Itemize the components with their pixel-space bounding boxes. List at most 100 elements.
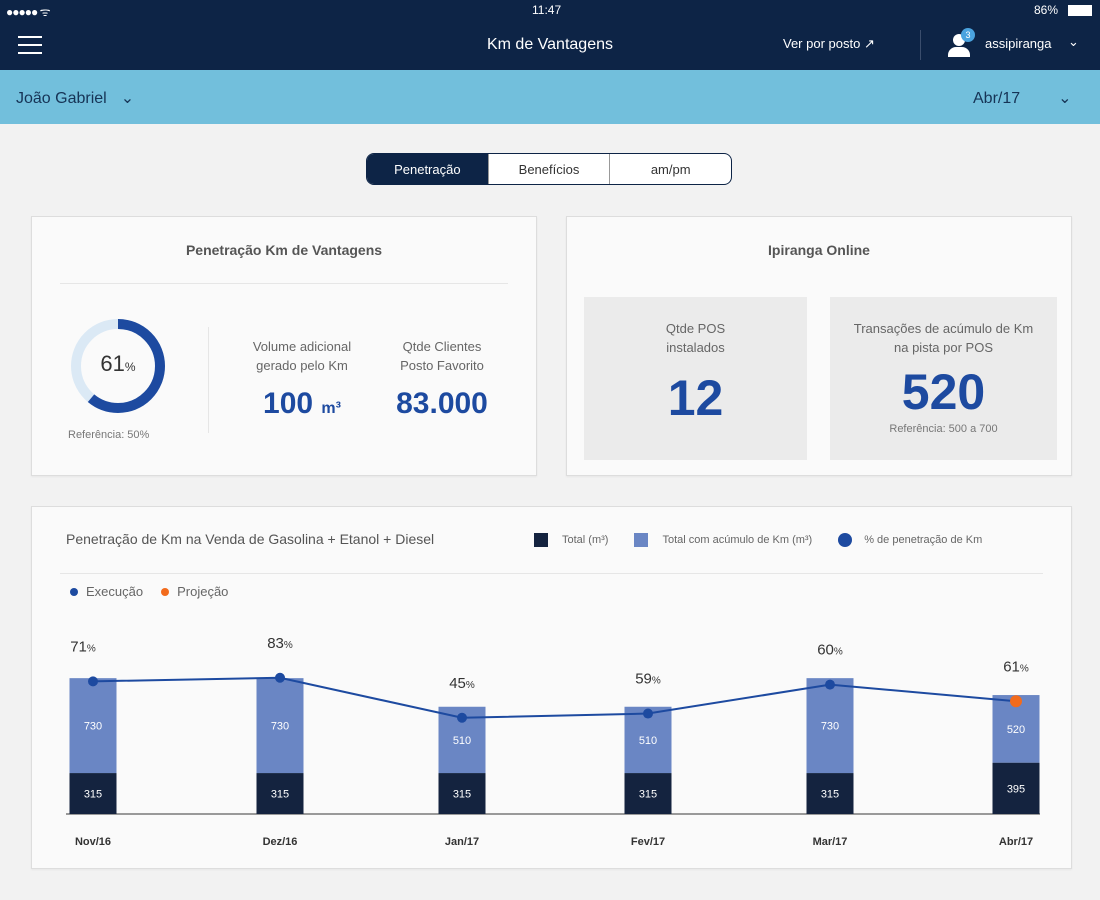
divider [920, 30, 921, 60]
top-nav: Km de Vantagens Ver por posto ↗ 3 assipi… [0, 20, 1100, 70]
x-tick-label: Mar/17 [813, 836, 848, 848]
bar-total [624, 773, 672, 814]
bar-acumulo [256, 678, 304, 774]
reference-text: Referência: 50% [68, 429, 150, 441]
username: assipiranga [985, 36, 1052, 51]
penetration-point [643, 708, 653, 719]
bar-total [256, 773, 304, 814]
bar-acumulo-label: 730 [271, 721, 289, 733]
bar-total [806, 773, 854, 814]
status-bar: ●●●●● ᯤ 11:47 86% [0, 0, 1100, 20]
bar-acumulo-label: 730 [84, 721, 102, 733]
penetration-donut [71, 319, 165, 413]
bar-acumulo [69, 678, 117, 774]
penetration-line [92, 676, 1017, 719]
filter-bar: João Gabriel ⌄ Abr/17 ⌄ [0, 70, 1100, 124]
bar-acumulo-label: 520 [1007, 724, 1025, 736]
chevron-down-icon: ⌄ [120, 90, 135, 107]
transacoes-reference: Referência: 500 a 700 [889, 423, 998, 435]
ver-por-posto-label: Ver por posto [783, 36, 861, 51]
person-label: João Gabriel [16, 90, 107, 107]
bar-total-label: 315 [271, 789, 289, 801]
person-select[interactable]: João Gabriel ⌄ [16, 88, 134, 108]
projecao-dot [161, 587, 170, 596]
legend-swatch-total [534, 533, 548, 547]
period-select[interactable]: Abr/17 ⌄ [973, 88, 1072, 108]
bar-total [438, 773, 486, 814]
penetration-point [275, 672, 285, 683]
bar-total-label: 315 [821, 789, 839, 801]
legend-total: Total (m³) [562, 534, 609, 546]
penetracao-card: Penetração Km de Vantagens 61% Referênci… [31, 216, 537, 476]
card-title: Penetração Km de Vantagens [185, 242, 383, 258]
penetration-label: 45% [449, 675, 475, 692]
legend: Total (m³) Total com acúmulo de Km (m³) … [534, 533, 982, 547]
card-title: Ipiranga Online [768, 242, 870, 258]
penetration-point [1010, 695, 1022, 708]
volume-label: Volume adicional gerado pelo Km [252, 339, 352, 373]
external-link-icon: ↗ [863, 36, 875, 51]
legend-execucao: Execução [86, 584, 144, 599]
penetration-label: 71% [70, 638, 96, 655]
pos-label: Qtde POS instalados [665, 321, 726, 355]
bar-acumulo-label: 730 [821, 721, 839, 733]
penetration-label: 83% [267, 635, 293, 652]
bar-line-chart: 315 730 Nov/16 315 730 Dez/16 315 510 Jan/17 315 5… [66, 635, 1040, 848]
chevron-down-icon: ⌄ [1068, 34, 1079, 49]
chevron-down-icon: ⌄ [1058, 90, 1072, 107]
legend-projecao: Projeção [177, 584, 229, 599]
pos-box: Qtde POS instalados 12 [584, 297, 807, 460]
bar-total-label: 395 [1007, 783, 1025, 795]
penetration-label: 61% [1003, 658, 1029, 675]
penetration-point [825, 679, 835, 690]
bar-total [992, 762, 1040, 814]
penetration-label: 60% [817, 642, 843, 659]
ipiranga-online-card: Ipiranga Online Qtde POS instalados 12 T… [566, 216, 1072, 476]
bar-total-label: 315 [453, 789, 471, 801]
sublegend: Execução Projeção [70, 584, 228, 599]
tab-bar: Penetração Benefícios am/pm [366, 153, 732, 185]
signal-icon: ●●●●● ᯤ [6, 5, 51, 19]
bar-acumulo-label: 510 [453, 735, 471, 747]
user-menu[interactable]: 3 assipiranga ⌄ [946, 28, 1086, 62]
ver-por-posto-link[interactable]: Ver por posto ↗ [783, 36, 875, 52]
period-label: Abr/17 [973, 90, 1021, 107]
transacoes-value: 520 [901, 364, 986, 420]
x-tick-label: Fev/17 [631, 836, 665, 848]
divider [60, 573, 1043, 574]
x-tick-label: Dez/16 [263, 836, 298, 848]
transacoes-box: Transações de acúmulo de Km na pista por… [830, 297, 1057, 460]
x-tick-label: Nov/16 [75, 836, 111, 848]
chart-title: Penetração de Km na Venda de Gasolina + … [66, 531, 435, 547]
bar-total-label: 315 [84, 789, 102, 801]
divider [60, 283, 508, 284]
bar-acumulo-label: 510 [639, 735, 657, 747]
tab-beneficios[interactable]: Benefícios [489, 154, 611, 184]
menu-icon[interactable] [18, 36, 42, 54]
bar-acumulo [806, 678, 854, 774]
pos-value: 12 [667, 370, 724, 426]
penetration-label: 59% [635, 671, 661, 688]
penetration-point [457, 712, 467, 723]
legend-penetracao: % de penetração de Km [864, 534, 983, 546]
x-tick-label: Jan/17 [445, 836, 479, 848]
clientes-value: 83.000 [396, 387, 488, 420]
clientes-label: Qtde Clientes Posto Favorito [400, 339, 484, 373]
bar-total-label: 315 [639, 789, 657, 801]
tab-penetracao[interactable]: Penetração [367, 154, 489, 184]
battery-text: 86% [1034, 3, 1059, 17]
divider [208, 327, 209, 433]
penetration-point [88, 676, 98, 687]
transacoes-label: Transações de acúmulo de Km na pista por… [853, 321, 1034, 355]
volume-value: 100 m³ [263, 387, 341, 420]
battery-icon [1068, 5, 1092, 16]
tab-ampm[interactable]: am/pm [650, 161, 691, 177]
execucao-dot [70, 587, 78, 596]
legend-swatch-acumulo [634, 533, 649, 547]
legend-acumulo: Total com acúmulo de Km (m³) [662, 534, 813, 546]
chart-card: Penetração de Km na Venda de Gasolina + … [31, 506, 1072, 869]
legend-dot-penetracao [838, 533, 853, 547]
bar-total [69, 773, 117, 814]
page-title: Km de Vantagens [486, 36, 613, 53]
donut-value: 61% [100, 351, 136, 376]
